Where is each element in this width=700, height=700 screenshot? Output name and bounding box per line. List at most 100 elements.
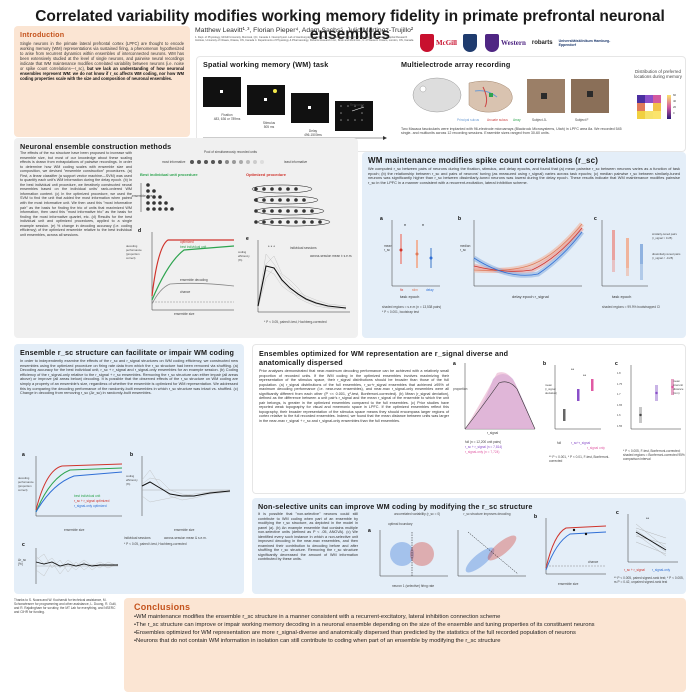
opt-c-ylabel: mean interunit distance (mm) — [673, 379, 684, 395]
ens-decoding-plot: a — [22, 452, 123, 517]
ens-b-xlabel: ensemble size — [174, 528, 195, 532]
svg-text:c: c — [616, 510, 619, 516]
array-heading: Multielectrode array recording — [401, 60, 511, 69]
optimized-heading: Optimized procedure — [246, 172, 287, 177]
rsc-a-epoch-stim: stim — [412, 288, 418, 292]
best-unit-procedure-diagram — [140, 183, 174, 212]
ens-a-legend-best: best individual unit — [74, 494, 101, 498]
crest-icon — [463, 34, 477, 52]
svg-text:a: a — [380, 216, 383, 222]
optimized-text: Prior analyses demonstrated that near-ma… — [259, 369, 449, 423]
opt-a-xlabel: r_signal — [487, 431, 499, 435]
ns-c-note: ** P < 0.005, paired signed-rank test; *… — [614, 576, 684, 584]
map-title: Distribution of preferred locations duri… — [634, 69, 682, 79]
poster-title: Correlated variability modifies working … — [35, 8, 665, 43]
svg-text:**: ** — [646, 516, 650, 521]
rsc-tuned-plot: c — [594, 216, 648, 287]
intro-text: Single neurons in the primate lateral pr… — [20, 41, 185, 82]
monkey-head-icon — [412, 77, 462, 113]
opt-a-legend-rsc: r_sc + r_signal (n = 7,814) — [465, 445, 503, 449]
e-note: * P < 0.05, paired t-test, Hochberg-corr… — [264, 320, 327, 324]
svg-text:b: b — [458, 216, 461, 222]
conclusion-item: •WM maintenance modifies the ensemble r_… — [134, 614, 501, 620]
epoch-response: Response — [349, 103, 365, 107]
opt-b-cat-full: full — [557, 441, 562, 445]
epoch-fixation: Fixation 483, 636 or 789ms — [213, 113, 241, 121]
rsignal-distribution-plot: a — [453, 361, 536, 430]
ens-legend-individual: individual sessions — [124, 536, 151, 540]
svg-text:c: c — [22, 542, 25, 548]
svg-text:b: b — [534, 514, 537, 520]
ensemble-structure-heading: Ensemble r_sc structure can facilitate o… — [20, 348, 235, 357]
intro-heading: Introduction — [20, 30, 65, 39]
optimized-procedure-diagram — [251, 184, 331, 227]
poster-affiliations: 1. Dept. of Physiology, McGill Universit… — [195, 36, 414, 43]
ns-b-xlabel: ensemble size — [558, 582, 579, 586]
svg-text:**: ** — [583, 373, 587, 378]
rsc-c-legend-dissimilar: dissimilarly-tuned pairs (r_signal < -0.… — [652, 252, 681, 260]
legend-arcuate-sulcus: Arcuate sulcus — [487, 118, 508, 122]
ns-b-chance: chance — [588, 560, 599, 564]
coding-efficiency-plot: e * * * — [246, 236, 350, 313]
methods-panel: Spatial working memory (WM) task Multiel… — [196, 56, 686, 152]
optimized-curve — [151, 239, 234, 297]
conclusion-item: •Ensembles optimized for WM representati… — [134, 630, 576, 637]
svg-text:a: a — [453, 361, 456, 367]
e-legend-mean: across-session mean ± s.e.m. — [310, 254, 353, 258]
ens-c-ylabel: Δr_sc (%) — [18, 558, 27, 566]
ensemble-structure-panel: Ensemble r_sc structure can facilitate o… — [14, 344, 244, 594]
best-unit-curve — [151, 245, 235, 301]
ens-a-ylabel: decoding performance (proportion correct… — [18, 476, 34, 492]
uke-logo: Universitätsklinikum Hamburg-Eppendorf — [558, 39, 611, 47]
opt-a-legend-rsignal: r_signal-only (n = 7,724) — [465, 450, 500, 454]
colorbar-ticks: 60 40 20 0 — [673, 93, 677, 115]
ensemble-structure-text: In order to independently examine the ef… — [20, 359, 238, 396]
heatmap-grid — [637, 95, 661, 119]
rsc-c-note: shaded regions = 99.9% bootstrapped CI — [602, 305, 661, 309]
construction-panel: Neuronal ensemble construction methods T… — [14, 138, 358, 338]
svg-text:* * *: * * * — [268, 244, 275, 249]
epoch-stimulus: Stimulus 505 ms — [262, 121, 276, 129]
opt-c-note: * P < 0.005, F-test, Bonferroni-correcte… — [623, 449, 685, 461]
intro-panel: Introduction Single neurons in the prima… — [14, 26, 190, 137]
ns-a-title1: uncorrelated variability (r_sc = 0) — [393, 512, 441, 516]
conclusions-panel: Conclusions •WM maintenance modifies the… — [124, 598, 686, 692]
ns-a-title2: r_sc structure improves decoding — [463, 512, 511, 516]
western-logo: Western — [485, 32, 526, 54]
d-ylabel: decoding performance (proportion correct… — [126, 244, 142, 260]
mcgill-crest-icon — [420, 34, 434, 52]
ns-decoding-plot: b — [534, 514, 607, 575]
conclusions-list: •WM maintenance modifies the ensemble r_… — [134, 614, 676, 646]
opt-b-ylabel: mean |r_signal deviation| — [545, 383, 557, 395]
ens-legend-mean: across-session mean & s.e.m. — [164, 536, 207, 540]
opt-a-ylabel: proportion — [453, 387, 468, 391]
rsc-a-note: shaded regions = s.e.m (n = 13,538 pairs… — [382, 305, 442, 309]
e-ylabel: coding efficiency (%) — [238, 250, 250, 262]
pool-label: Pool of simultaneously recorded units — [204, 150, 257, 154]
ens-delta-rsc-plot: c — [22, 542, 119, 584]
construction-decoding-plot: d — [138, 228, 235, 311]
ens-a-legend-rsignal: r_signal-only optimized — [74, 504, 107, 508]
task-epoch-screens — [203, 77, 373, 131]
svg-text:a: a — [22, 452, 25, 458]
svg-text:c: c — [594, 216, 597, 222]
svg-text:*: * — [404, 224, 406, 230]
ns-a-xlabel: neuron 1 (selective) firing rate — [392, 584, 435, 588]
svg-text:**: ** — [571, 367, 575, 372]
legend-principal-sulcus: Principal sulcus — [457, 118, 480, 122]
best-unit-heading: Best individual unit procedure — [140, 172, 198, 177]
rsc-epoch-plot: a * * — [380, 216, 440, 287]
d-xlabel: ensemble size — [174, 312, 195, 316]
svg-text:d: d — [138, 228, 141, 234]
svg-text:*: * — [422, 224, 424, 230]
most-informative-label: most informative — [162, 160, 186, 164]
preferred-location-map — [637, 95, 671, 119]
nonselective-heading: Non-selective units can improve WM codin… — [258, 502, 533, 511]
conclusion-item: •The r_sc structure can improve or impai… — [134, 622, 595, 629]
optimized-panel: Ensembles optimized for WM representatio… — [252, 344, 686, 494]
optimized-heading: Ensembles optimized for WM representatio… — [259, 349, 509, 367]
svg-text:e: e — [246, 236, 249, 242]
ns-c-cat-rsc: r_sc + r_signal — [624, 568, 645, 572]
rsc-c-legend-similar: similarly-tuned pairs (r_signal > 0.25) — [652, 232, 677, 240]
ns-c-cat-rsignal: r_signal-only — [652, 568, 671, 572]
